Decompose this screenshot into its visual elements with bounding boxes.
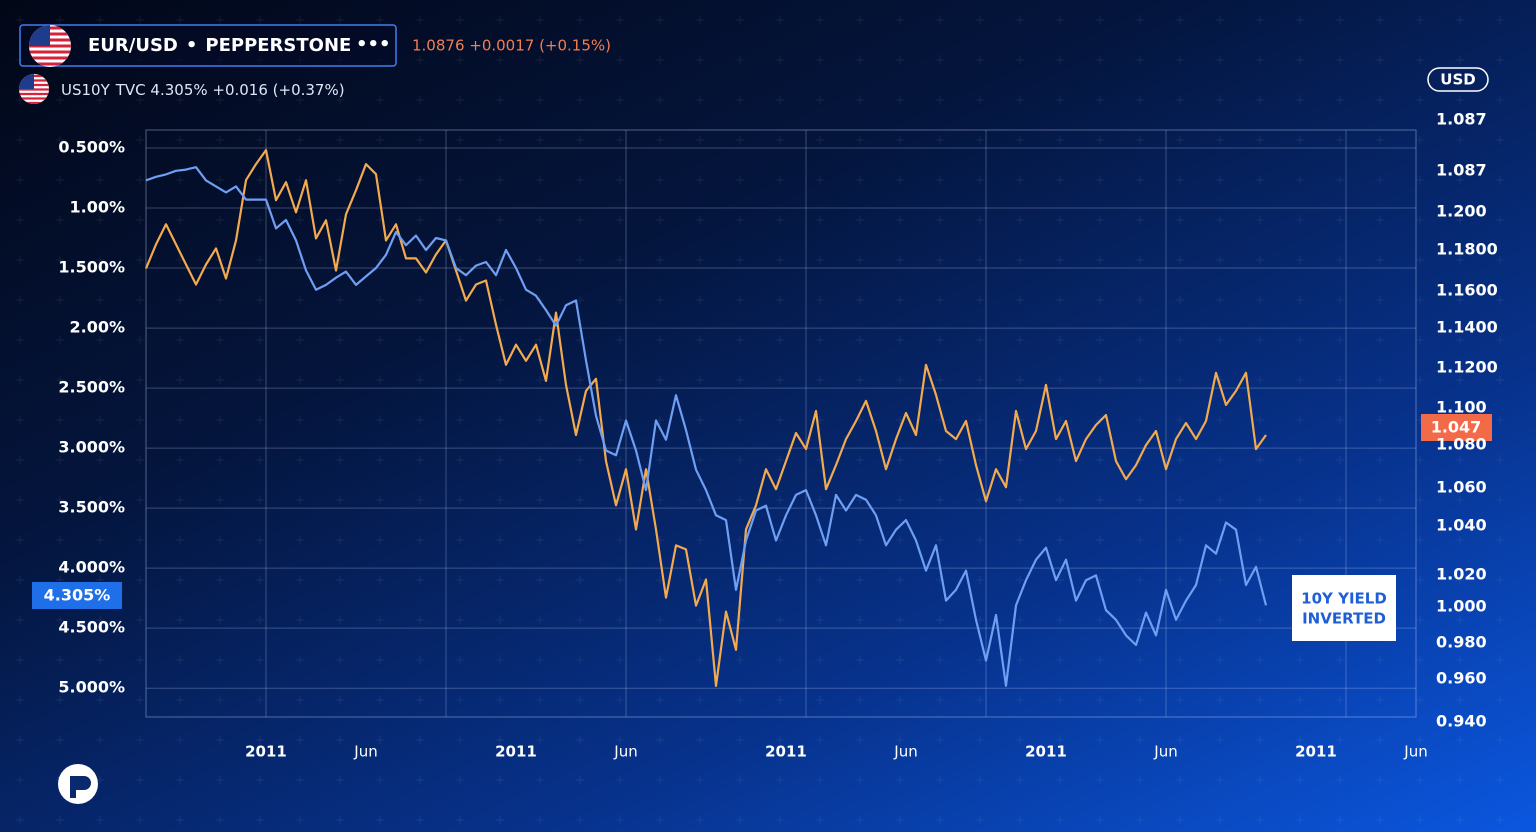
x-tick-label: 2011 xyxy=(765,743,807,761)
y-price-badge-text: 4.305% xyxy=(44,586,111,605)
y2-tick-label: 1.080 xyxy=(1436,435,1487,454)
y2-tick-label: 1.200 xyxy=(1436,202,1487,221)
y2-tick-label: 0.940 xyxy=(1436,712,1487,731)
annotation: INVERTED xyxy=(1302,610,1386,628)
series-line xyxy=(145,166,1268,687)
symbol: EUR/USD xyxy=(88,35,178,56)
y2-tick-label: 1.1600 xyxy=(1436,281,1498,300)
y2-tick-label: 1.060 xyxy=(1436,478,1487,497)
y2-tick-label: 1.1200 xyxy=(1436,358,1498,377)
symbol-box[interactable] xyxy=(19,24,397,67)
y-tick-label: 0.500% xyxy=(58,138,125,157)
annotation: 10Y YIELD xyxy=(1301,590,1387,608)
y-tick-label: 4.000% xyxy=(58,558,125,577)
x-tick-label: 2011 xyxy=(1295,743,1337,761)
y-tick-label: 3.000% xyxy=(58,438,125,457)
y2-tick-label: 1.1400 xyxy=(1436,318,1498,337)
x-tick-label: Jun xyxy=(1153,743,1177,761)
series-line xyxy=(144,149,1267,687)
y-tick-label: 1.00% xyxy=(69,198,125,217)
y2-price-badge xyxy=(1421,414,1492,441)
overlay-info: TVC 4.305% +0.016 (+0.37%) xyxy=(115,81,345,99)
y2-price-badge-text: 1.047 xyxy=(1431,418,1482,437)
y-tick-label: 2.00% xyxy=(69,318,125,337)
us-flag xyxy=(19,74,49,104)
y2-tick-label: 1.100 xyxy=(1436,398,1487,417)
us-flag xyxy=(29,25,71,67)
overlay-legend: US10Y TVC 4.305% +0.016 (+0.37%) xyxy=(61,81,345,99)
y2-tick-label: 1.020 xyxy=(1436,565,1487,584)
y-tick-label: 1.500% xyxy=(58,258,125,277)
y-price-badge xyxy=(32,582,122,609)
x-tick-label: Jun xyxy=(893,743,917,761)
separator: • xyxy=(186,35,198,56)
y2-tick-label: 1.1800 xyxy=(1436,240,1498,259)
symbol-title: EUR/USD • PEPPERSTONE xyxy=(88,35,351,56)
annotation-box xyxy=(1292,575,1396,641)
y2-tick-label: 1.000 xyxy=(1436,597,1487,616)
source: PEPPERSTONE xyxy=(205,35,351,56)
x-tick-label: 2011 xyxy=(1025,743,1067,761)
menu-button[interactable]: ••• xyxy=(356,34,391,55)
y-tick-label: 2.500% xyxy=(58,378,125,397)
overlay-symbol: US10Y xyxy=(61,81,111,99)
y2-tick-label: 1.087 xyxy=(1436,161,1487,180)
x-tick-label: Jun xyxy=(613,743,637,761)
quote: 1.0876 +0.0017 (+0.15%) xyxy=(412,37,611,55)
y2-tick-label: 1.040 xyxy=(1436,516,1487,535)
currency-pill[interactable] xyxy=(1427,67,1489,92)
y-tick-label: 3.500% xyxy=(58,498,125,517)
y-tick-label: 4.500% xyxy=(58,618,125,637)
logo xyxy=(58,764,98,804)
currency: USD xyxy=(1440,71,1475,89)
y2-tick-label: 0.980 xyxy=(1436,633,1487,652)
x-tick-label: Jun xyxy=(353,743,377,761)
x-tick-label: 2011 xyxy=(245,743,287,761)
y2-tick-label: 1.087 xyxy=(1436,110,1487,129)
plot-frame xyxy=(145,129,1417,718)
x-tick-label: Jun xyxy=(1403,743,1427,761)
y-tick-label: 5.000% xyxy=(58,678,125,697)
plot xyxy=(144,147,1416,689)
y2-tick-label: 0.960 xyxy=(1436,669,1487,688)
x-tick-label: 2011 xyxy=(495,743,537,761)
